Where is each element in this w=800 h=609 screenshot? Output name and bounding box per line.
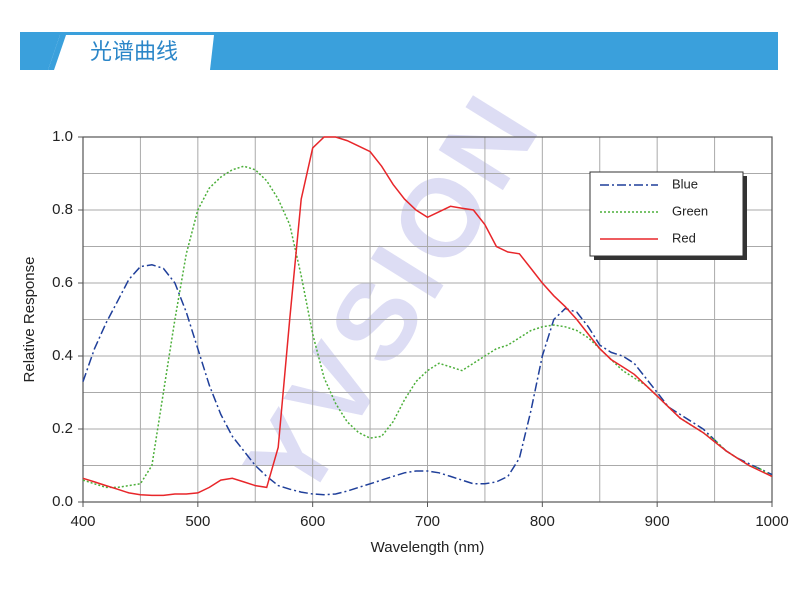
x-tick-label: 1000 [755, 513, 788, 530]
x-tick-label: 500 [185, 513, 210, 530]
legend-label: Green [672, 203, 708, 218]
y-tick-label: 0.6 [52, 274, 73, 291]
series-line [82, 264, 773, 496]
legend-label: Red [672, 230, 696, 245]
tab-edge [48, 35, 66, 70]
legend [589, 171, 744, 257]
y-tick-label: 0.8 [52, 201, 73, 218]
x-tick-label: 400 [70, 513, 95, 530]
y-axis-label: Relative Response [21, 257, 38, 383]
series-line [82, 136, 773, 497]
x-tick-label: 900 [645, 513, 670, 530]
y-tick-label: 1.0 [52, 128, 73, 145]
header-tab [48, 35, 214, 70]
watermark: YVSION [221, 71, 565, 519]
x-axis-label: Wavelength (nm) [371, 539, 485, 556]
x-tick-label: 800 [530, 513, 555, 530]
x-tick-label: 700 [415, 513, 440, 530]
y-tick-label: 0.4 [52, 347, 73, 364]
x-tick-label: 600 [300, 513, 325, 530]
legend-label: Blue [672, 176, 698, 191]
header-title: 光谱曲线 [90, 39, 178, 64]
y-tick-label: 0.0 [52, 493, 73, 510]
y-tick-label: 0.2 [52, 420, 73, 437]
